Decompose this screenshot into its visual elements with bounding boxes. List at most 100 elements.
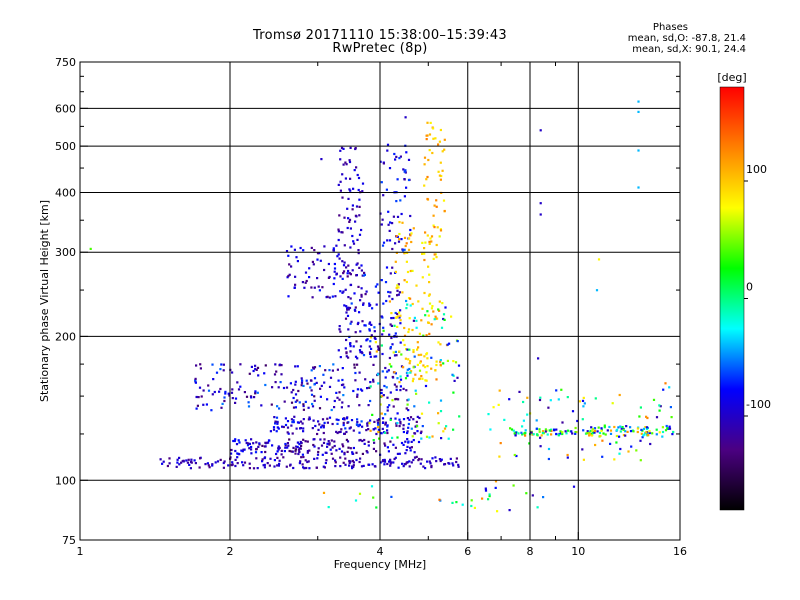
data-point (402, 424, 405, 427)
data-point (419, 360, 422, 363)
data-point (366, 387, 369, 390)
data-point (407, 178, 411, 182)
data-point (294, 448, 297, 451)
data-point (349, 297, 352, 300)
data-point (425, 379, 428, 382)
data-point (484, 487, 487, 490)
data-point (404, 440, 407, 443)
data-point (351, 467, 354, 470)
data-point (386, 239, 389, 242)
data-point (380, 412, 383, 415)
data-point (585, 432, 588, 435)
data-point (388, 333, 391, 336)
data-point (343, 216, 346, 219)
data-point (161, 462, 164, 465)
data-point (393, 371, 396, 374)
data-point (431, 305, 434, 308)
data-point (234, 397, 238, 400)
data-point (392, 215, 395, 218)
data-point (357, 176, 361, 180)
data-point (396, 422, 399, 425)
data-point (439, 363, 442, 366)
data-point (290, 450, 293, 453)
data-point (338, 398, 341, 401)
data-point (250, 448, 253, 451)
data-point (243, 448, 246, 451)
data-point (369, 355, 372, 358)
data-point (388, 356, 391, 360)
data-point (402, 339, 405, 342)
data-point (241, 450, 244, 453)
data-point (356, 363, 359, 366)
data-point (248, 372, 251, 375)
data-point (176, 461, 179, 464)
data-point (341, 196, 344, 199)
x-tick-label: 2 (227, 545, 234, 558)
data-point (372, 496, 375, 499)
data-point (335, 449, 338, 452)
data-point (574, 431, 577, 434)
data-point (362, 303, 365, 306)
data-point (387, 450, 390, 453)
data-point (194, 377, 197, 380)
data-point (205, 403, 208, 406)
data-point (269, 457, 272, 460)
data-point (360, 420, 363, 423)
data-point (403, 195, 406, 198)
data-point (237, 439, 240, 442)
data-point (445, 425, 448, 428)
data-point (441, 150, 444, 153)
data-point (430, 356, 433, 359)
data-point (618, 393, 621, 397)
data-point (232, 439, 235, 443)
data-point (345, 355, 348, 358)
data-point (254, 451, 258, 454)
data-point (319, 259, 322, 262)
data-point (372, 447, 375, 450)
data-point (358, 214, 361, 217)
data-point (322, 426, 325, 429)
data-point (306, 460, 309, 464)
data-point (581, 418, 584, 421)
data-point (417, 440, 421, 444)
data-point (435, 360, 438, 363)
data-point (237, 388, 241, 391)
data-point (336, 431, 339, 435)
data-point (301, 463, 304, 466)
data-point (535, 433, 539, 436)
data-point (361, 389, 364, 392)
data-point (408, 348, 411, 351)
data-point (395, 316, 398, 319)
data-point (175, 465, 178, 468)
data-point (299, 460, 302, 463)
data-point (284, 444, 287, 447)
data-point (355, 340, 358, 343)
data-point (429, 237, 432, 240)
data-point (443, 148, 446, 151)
data-point (294, 365, 297, 368)
data-point (304, 281, 307, 284)
data-point (437, 170, 440, 173)
data-point (422, 364, 425, 367)
data-point (364, 293, 367, 296)
data-point (598, 431, 602, 434)
data-point (436, 226, 439, 229)
data-point (397, 283, 400, 286)
data-point (279, 381, 282, 384)
data-point (276, 422, 279, 425)
data-point (347, 306, 350, 309)
data-point (539, 202, 542, 205)
data-point (442, 313, 446, 316)
data-point (642, 427, 646, 430)
data-point (426, 365, 429, 368)
data-point (397, 466, 400, 469)
data-point (412, 439, 415, 442)
data-point (318, 252, 321, 255)
data-point (408, 317, 411, 320)
data-point (301, 453, 304, 456)
data-point (400, 212, 403, 216)
data-point (285, 386, 289, 389)
data-point (619, 447, 622, 451)
data-point (439, 360, 442, 363)
